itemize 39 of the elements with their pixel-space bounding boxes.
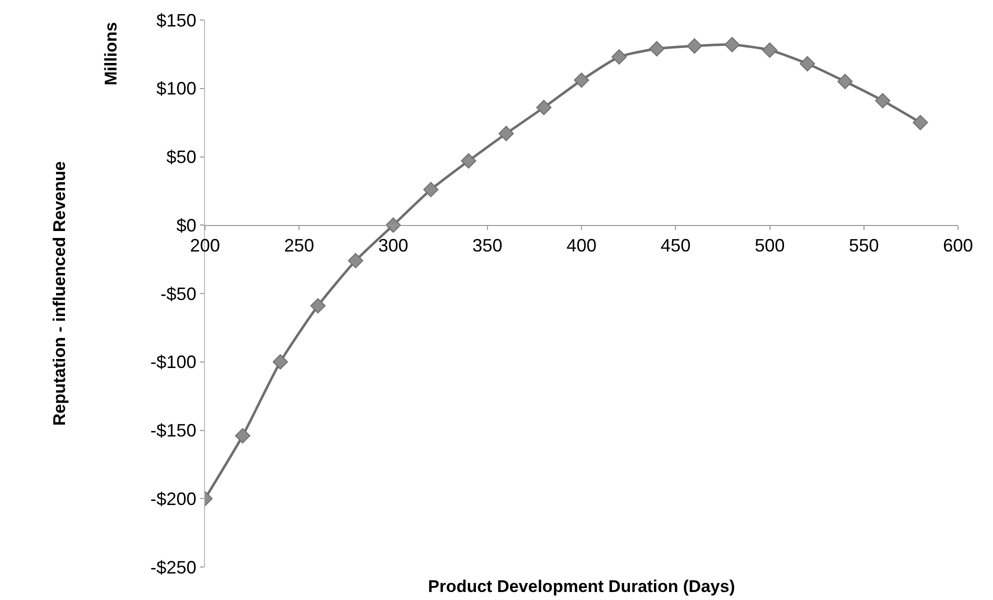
point [574, 72, 590, 88]
text: Millions [101, 22, 120, 86]
y-tick-label: -$50 [160, 284, 196, 304]
x-axis-title: Product Development Duration (Days) [428, 577, 735, 596]
y-tick-label: -$250 [150, 557, 196, 578]
x-tick-label: 600 [942, 236, 974, 256]
y-tick-label: -$150 [150, 420, 196, 441]
point [686, 38, 702, 54]
point [649, 41, 664, 56]
x-tick-label: 250 [284, 236, 314, 256]
point [272, 354, 288, 370]
point [423, 182, 439, 198]
y-tick-label: $50 [166, 147, 196, 168]
point [498, 126, 514, 142]
x-tick-label: 200 [190, 236, 220, 256]
y-tick-label: -$200 [150, 488, 196, 509]
point [348, 253, 364, 268]
point [235, 428, 250, 444]
point [762, 42, 778, 58]
x-tick-label: 400 [566, 236, 597, 256]
y-axis-title: Reputation - influenced Revenue [50, 161, 69, 426]
x-tick-label: 300 [378, 236, 408, 256]
point [837, 74, 853, 90]
point [536, 100, 552, 116]
point [310, 298, 326, 314]
y-tick-label: $150 [156, 10, 196, 30]
x-tick-label: 350 [472, 236, 502, 256]
x-tick-label: 450 [660, 236, 691, 256]
x-tick-label: 500 [754, 236, 785, 256]
point [460, 153, 476, 168]
point [875, 93, 890, 108]
x-tick-label: 550 [848, 236, 879, 256]
point [724, 36, 740, 52]
point [912, 114, 928, 130]
y-tick-label: $100 [156, 78, 196, 99]
point [800, 56, 816, 72]
y-tick-label: $0 [176, 215, 196, 236]
y-tick-label: -$100 [150, 352, 196, 372]
point [612, 49, 627, 65]
